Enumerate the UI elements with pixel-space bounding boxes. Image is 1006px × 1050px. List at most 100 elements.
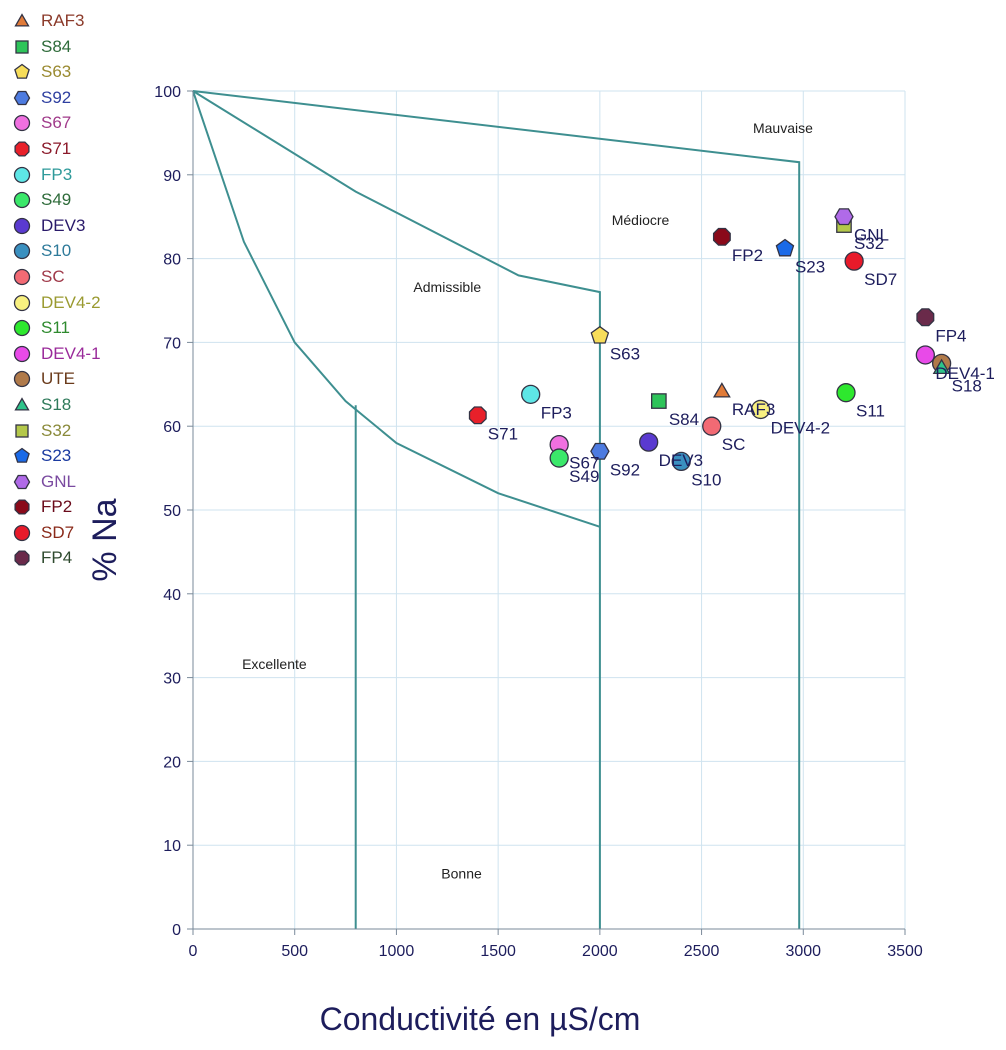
legend-item: FP4 — [10, 545, 150, 571]
legend-item: S84 — [10, 34, 150, 60]
point-label: DEV3 — [659, 451, 703, 470]
y-tick-label: 70 — [163, 335, 181, 352]
legend-label: RAF3 — [41, 11, 85, 30]
legend-marker — [13, 115, 31, 132]
point-label: FP3 — [541, 403, 572, 422]
point-label: S32 — [854, 234, 884, 253]
zone-label: Admissible — [413, 279, 481, 295]
point-label: DEV4-2 — [771, 418, 831, 437]
point-label: S49 — [569, 467, 599, 486]
legend-marker-shape — [13, 192, 31, 209]
zone-label: Excellente — [242, 656, 307, 672]
legend-marker-shape — [13, 217, 31, 234]
legend-item: S92 — [10, 85, 150, 111]
x-tick-label: 1500 — [480, 943, 516, 960]
legend-marker-shape — [13, 90, 31, 105]
x-tick-label: 2000 — [582, 943, 618, 960]
legend-marker-shape — [15, 423, 29, 438]
legend: RAF3 S84 S63 S92 S67 S71 FP3 S49 DEV3 S10 SC DEV4-2… — [10, 8, 150, 571]
legend-marker-shape — [13, 243, 31, 260]
legend-marker-shape — [14, 63, 30, 79]
legend-marker — [13, 371, 31, 388]
x-tick-label: 3500 — [887, 943, 923, 960]
legend-label: FP3 — [41, 164, 73, 184]
point-label: FP2 — [732, 246, 763, 265]
legend-item: S10 — [10, 238, 150, 264]
legend-marker — [13, 294, 31, 311]
legend-marker — [13, 524, 31, 542]
legend-item: GNL — [10, 469, 150, 495]
legend-label: DEV3 — [41, 215, 86, 235]
legend-label: GNL — [41, 471, 76, 491]
y-tick-label: 60 — [163, 419, 181, 436]
legend-label: SC — [41, 266, 65, 286]
legend-marker-shape — [14, 141, 30, 157]
legend-marker — [15, 423, 29, 438]
data-point-fp2 — [712, 227, 731, 246]
point-label: GNL — [854, 226, 889, 245]
legend-marker — [13, 243, 31, 260]
legend-marker-shape — [13, 294, 31, 311]
legend-marker — [13, 268, 31, 286]
legend-marker-shape — [14, 499, 30, 515]
x-tick-label: 500 — [281, 943, 308, 960]
point-label: S92 — [610, 460, 640, 479]
legend-item: DEV4-1 — [10, 341, 150, 367]
y-tick-label: 50 — [163, 503, 181, 520]
point-label: S23 — [795, 258, 825, 277]
y-tick-label: 30 — [163, 671, 181, 688]
legend-marker-shape — [13, 474, 31, 489]
legend-marker — [13, 345, 31, 362]
point-label: S84 — [669, 410, 699, 429]
x-tick-label: 1000 — [379, 943, 415, 960]
data-point-sc — [702, 416, 722, 436]
data-point-dev4-2 — [750, 399, 771, 420]
legend-marker — [14, 499, 30, 515]
y-axis-title: % Na — [86, 498, 124, 581]
legend-marker — [14, 550, 30, 567]
point-label: S11 — [856, 402, 885, 421]
legend-item: S63 — [10, 59, 150, 85]
data-point-s23 — [775, 238, 795, 257]
zone-label: Bonne — [441, 866, 482, 882]
legend-label: S32 — [41, 420, 72, 440]
point-label: DEV4-1 — [935, 364, 995, 383]
legend-label: S23 — [41, 446, 72, 466]
point-label: S18 — [952, 377, 982, 396]
zone-label: Médiocre — [612, 212, 670, 228]
legend-marker — [14, 141, 30, 157]
legend-marker-shape — [13, 268, 31, 286]
legend-marker-shape — [14, 397, 30, 411]
legend-marker-shape — [14, 550, 30, 567]
legend-item: S11 — [10, 315, 150, 341]
y-tick-label: 10 — [163, 838, 181, 855]
legend-marker-shape — [13, 166, 31, 183]
legend-marker — [13, 90, 31, 105]
legend-label: S49 — [41, 190, 72, 210]
zone-boundary-line — [192, 90, 601, 528]
data-point-fp4 — [916, 308, 935, 327]
legend-item: S71 — [10, 136, 150, 162]
legend-item: DEV3 — [10, 213, 150, 239]
data-point-raf3 — [712, 382, 731, 398]
zone-label: Mauvaise — [753, 120, 813, 136]
data-point-sd7 — [844, 251, 864, 271]
legend-marker — [13, 319, 31, 337]
point-label: SC — [722, 435, 746, 454]
legend-label: SD7 — [41, 522, 75, 542]
legend-label: S11 — [41, 318, 70, 338]
legend-item: S67 — [10, 110, 150, 136]
legend-label: S10 — [41, 241, 72, 261]
legend-label: FP4 — [41, 548, 73, 568]
legend-label: S67 — [41, 113, 72, 133]
legend-marker — [14, 63, 30, 79]
point-label: S63 — [610, 345, 640, 364]
legend-item: S49 — [10, 187, 150, 213]
point-label: S10 — [691, 470, 721, 489]
x-tick-label: 3000 — [785, 943, 821, 960]
legend-label: S71 — [41, 138, 72, 158]
legend-item: SC — [10, 264, 150, 290]
data-point-s10 — [671, 451, 691, 472]
y-tick-label: 80 — [163, 252, 181, 269]
